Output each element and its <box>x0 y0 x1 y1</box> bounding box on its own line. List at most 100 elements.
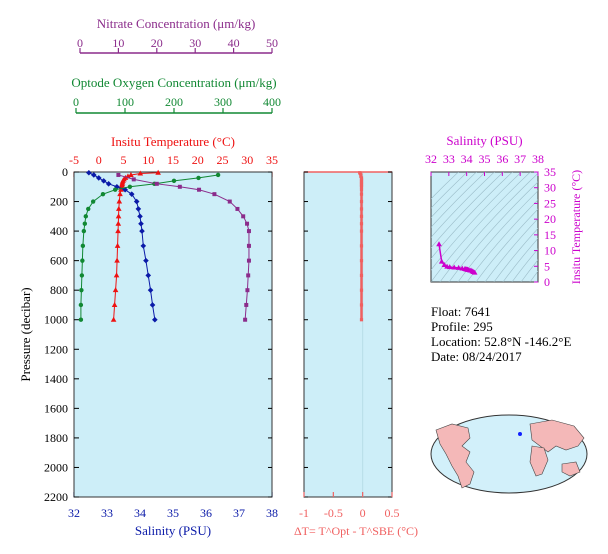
salinity-point <box>143 257 149 264</box>
nitrate-point <box>235 206 240 211</box>
ts-temperature-tick-label: 25 <box>544 196 556 210</box>
pressure-tick-label: 1000 <box>44 313 68 327</box>
density-contour <box>484 218 538 282</box>
salinity-point <box>137 213 143 220</box>
oxygen-point <box>78 302 84 308</box>
delta-point <box>359 199 364 204</box>
temperature-point <box>117 191 123 197</box>
density-contour <box>502 237 538 282</box>
delta-point <box>359 214 364 218</box>
delta-tick-label: -1 <box>299 506 309 520</box>
salinity-point <box>139 228 145 234</box>
oxygen-axis-label: Optode Oxygen Concentration (μm/kg) <box>71 75 276 90</box>
float-value: 7641 <box>464 304 491 319</box>
nitrate-point <box>116 172 121 177</box>
ts-salinity-tick-label: 36 <box>496 152 508 166</box>
salinity-point <box>100 178 107 184</box>
temperature-point <box>111 301 118 307</box>
oxygen-point <box>90 199 96 204</box>
nitrate-tick-label: 40 <box>228 36 240 50</box>
density-contour <box>439 172 538 282</box>
oxygen-tick-label: 0 <box>73 95 79 109</box>
oxygen-point <box>83 214 89 219</box>
temperature-tick-label: 10 <box>142 153 154 167</box>
pressure-tick-label: 400 <box>50 224 68 238</box>
oxygen-tick-label: 200 <box>165 95 183 109</box>
location-label: Location: <box>431 334 481 349</box>
density-contour <box>431 172 468 209</box>
delta-point <box>359 192 364 196</box>
ts-point <box>441 262 448 268</box>
temperature-point <box>114 242 121 248</box>
nitrate-point <box>227 199 232 204</box>
nitrate-tick-label: 50 <box>266 36 278 50</box>
pressure-tick-label: 2000 <box>44 460 68 474</box>
delta-point <box>359 318 364 322</box>
salinity-point <box>122 186 128 193</box>
delta-point <box>359 244 364 248</box>
density-contour <box>475 208 538 282</box>
temperature-point <box>115 220 122 226</box>
density-contour <box>431 172 522 271</box>
delta-axis-label: ΔT= T^Opt - T^SBE (°C) <box>294 524 418 538</box>
ts-temperature-tick-label: 15 <box>544 228 556 242</box>
density-contour <box>431 172 495 238</box>
ts-point <box>438 258 445 264</box>
salinity-point <box>145 272 152 279</box>
delta-point <box>359 273 364 278</box>
temperature-point <box>115 205 122 211</box>
profile-row: Profile: 295 <box>431 319 571 334</box>
ts-temperature-tick-label: 5 <box>544 259 550 273</box>
ts-temperature-tick-label: 10 <box>544 244 556 258</box>
ts-salinity-tick-label: 32 <box>425 152 437 166</box>
density-contour <box>584 162 608 282</box>
nitrate-point <box>245 288 250 293</box>
temperature-point <box>110 316 117 322</box>
salinity-point <box>147 287 154 293</box>
float-row: Float: 7641 <box>431 304 571 319</box>
temperature-point <box>118 186 124 192</box>
temperature-tick-label: 15 <box>167 153 179 167</box>
delta-plot-area <box>303 171 393 498</box>
nitrate-point <box>244 302 249 307</box>
nitrate-point <box>245 221 250 226</box>
density-contour <box>431 172 459 200</box>
density-contour <box>431 172 486 228</box>
ts-salinity-tick-label: 37 <box>514 152 526 166</box>
salinity-tick-label: 36 <box>200 506 212 520</box>
density-contour <box>493 227 538 282</box>
temperature-tick-label: 35 <box>266 153 278 167</box>
density-contour <box>466 199 538 282</box>
temperature-point <box>114 257 120 263</box>
salinity-tick-label: 38 <box>266 506 278 520</box>
ts-temperature-tick-label: 35 <box>544 165 556 179</box>
nitrate-point <box>246 243 251 248</box>
float-info: Float: 7641 Profile: 295 Location: 52.8°… <box>431 304 571 364</box>
delta-tick-label: 0 <box>360 506 366 520</box>
salinity-tick-label: 37 <box>233 506 245 520</box>
oxygen-point <box>171 178 177 184</box>
oxygen-point <box>196 175 201 181</box>
salinity-point <box>105 181 112 187</box>
temperature-point <box>115 228 121 234</box>
pressure-tick-label: 1200 <box>44 342 68 356</box>
map-land-australia <box>561 461 581 477</box>
salinity-point <box>152 316 158 323</box>
delta-point <box>359 303 364 307</box>
map-land-africa <box>529 445 549 477</box>
oxygen-point <box>86 206 91 212</box>
pressure-tick-label: 1400 <box>44 372 68 386</box>
ts-salinity-tick-label: 38 <box>532 152 544 166</box>
delta-tick-label: -0.5 <box>324 506 343 520</box>
oxygen-point <box>215 172 221 178</box>
nitrate-point <box>154 181 159 186</box>
oxygen-tick-label: 100 <box>116 95 134 109</box>
ts-temperature-tick-label: 30 <box>544 181 556 195</box>
temperature-point <box>113 272 120 278</box>
oxygen-point <box>100 191 106 197</box>
delta-point <box>359 288 364 292</box>
density-contour <box>431 172 504 249</box>
oxygen-point <box>80 243 86 249</box>
